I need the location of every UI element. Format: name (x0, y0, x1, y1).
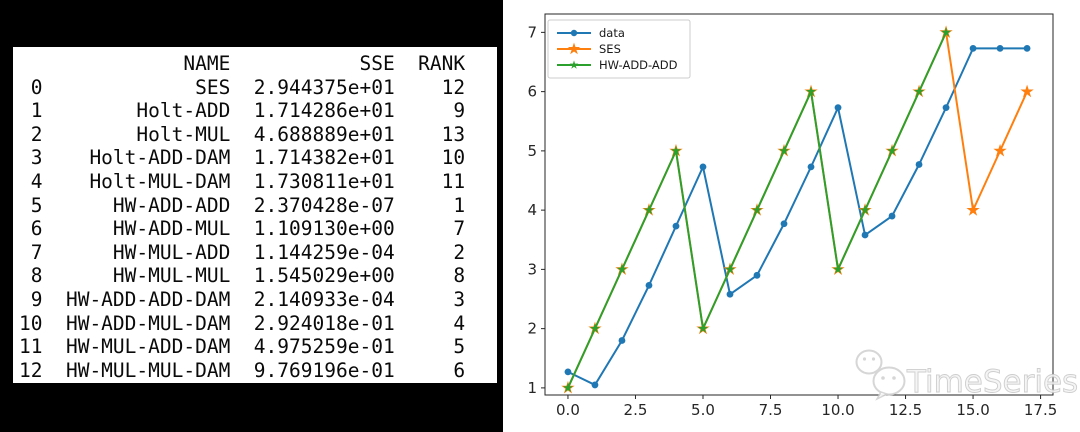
marker-HW-ADD-ADD (725, 264, 735, 274)
y-tick-label: 7 (527, 23, 537, 41)
x-tick-label: 15.0 (956, 401, 989, 419)
marker-data (969, 44, 977, 52)
x-tick-label: 10.0 (821, 401, 854, 419)
marker-HW-ADD-ADD (671, 145, 681, 156)
marker-data (780, 220, 788, 228)
marker-HW-ADD-ADD (806, 86, 816, 96)
marker-data (645, 281, 653, 289)
legend-marker (569, 60, 579, 69)
legend-label: HW-ADD-ADD (599, 58, 678, 72)
watermark-bubble-small (855, 349, 883, 375)
marker-data (618, 337, 626, 344)
results-table: NAME SSE RANK 0 SES 2.944375e+01 12 1 Ho… (19, 52, 466, 382)
marker-data (888, 212, 896, 220)
marker-SES (966, 203, 980, 216)
legend-item-data: data (557, 26, 625, 40)
marker-data (1023, 44, 1031, 52)
marker-data (591, 381, 599, 389)
y-tick-label: 2 (527, 320, 537, 338)
marker-HW-ADD-ADD (941, 27, 951, 37)
marker-SES (1020, 84, 1034, 98)
marker-data (915, 161, 923, 168)
watermark: TimeSeries (855, 349, 1079, 401)
marker-data (834, 104, 842, 112)
marker-HW-ADD-ADD (698, 323, 708, 333)
series-line-data (566, 47, 1029, 386)
legend: data SES HW-ADD-ADD (547, 19, 691, 79)
x-tick-label: 17.5 (1024, 401, 1057, 419)
marker-HW-ADD-ADD (914, 86, 924, 96)
marker-data (699, 163, 707, 171)
legend-item-SES: SES (557, 42, 621, 56)
legend-label: data (599, 26, 625, 40)
marker-HW-ADD-ADD (833, 264, 843, 274)
marker-data (672, 222, 680, 230)
legend-box (547, 19, 691, 79)
x-tick-label: 5.0 (691, 401, 715, 419)
y-tick-label: 4 (527, 201, 537, 219)
console-output-panel: NAME SSE RANK 0 SES 2.944375e+01 12 1 Ho… (0, 0, 503, 432)
marker-data (753, 271, 761, 279)
marker-data (996, 44, 1004, 52)
y-tick-label: 1 (527, 379, 537, 397)
marker-HW-ADD-ADD (752, 204, 762, 215)
watermark-bubble-eye (881, 376, 885, 380)
legend-marker (567, 42, 581, 55)
marker-HW-ADD-ADD (887, 145, 897, 156)
watermark-text: TimeSeries (906, 364, 1078, 400)
results-table-card: NAME SSE RANK 0 SES 2.944375e+01 12 1 Ho… (13, 47, 497, 383)
marker-HW-ADD-ADD (644, 204, 654, 215)
watermark-bubble-tail (875, 391, 889, 401)
x-tick-label: 7.5 (759, 401, 783, 419)
watermark-bubble-eye (871, 357, 876, 361)
watermark-bubble-eye (862, 357, 867, 361)
marker-HW-ADD-ADD (779, 145, 789, 156)
marker-HW-ADD-ADD (563, 382, 573, 393)
marker-data (807, 163, 815, 171)
x-tick-label: 12.5 (889, 401, 922, 419)
chart-panel: 0.0 2.5 5.0 7.5 10.0 12.5 15.0 17.5 1 2 3 4 5 6 7 TimeS… (503, 0, 1080, 432)
y-tick-label: 5 (527, 142, 537, 160)
legend-item-HW-ADD-ADD: HW-ADD-ADD (557, 58, 678, 72)
marker-HW-ADD-ADD (860, 204, 870, 215)
watermark-bubble-eye (892, 376, 896, 380)
legend-marker (570, 29, 578, 37)
marker-SES (993, 143, 1007, 157)
marker-data (861, 231, 869, 239)
marker-data (564, 368, 572, 376)
watermark-bubble-large (872, 366, 906, 396)
timeseries-chart: 0.0 2.5 5.0 7.5 10.0 12.5 15.0 17.5 1 2 3 4 5 6 7 TimeS… (503, 0, 1080, 432)
x-tick-label: 2.5 (624, 401, 648, 419)
marker-data (942, 104, 950, 112)
x-tick-label: 0.0 (556, 401, 580, 419)
marker-HW-ADD-ADD (590, 323, 600, 333)
y-tick-label: 3 (527, 260, 537, 278)
marker-data (726, 290, 734, 298)
legend-label: SES (599, 42, 621, 56)
y-tick-label: 6 (527, 83, 537, 101)
marker-HW-ADD-ADD (617, 264, 627, 274)
